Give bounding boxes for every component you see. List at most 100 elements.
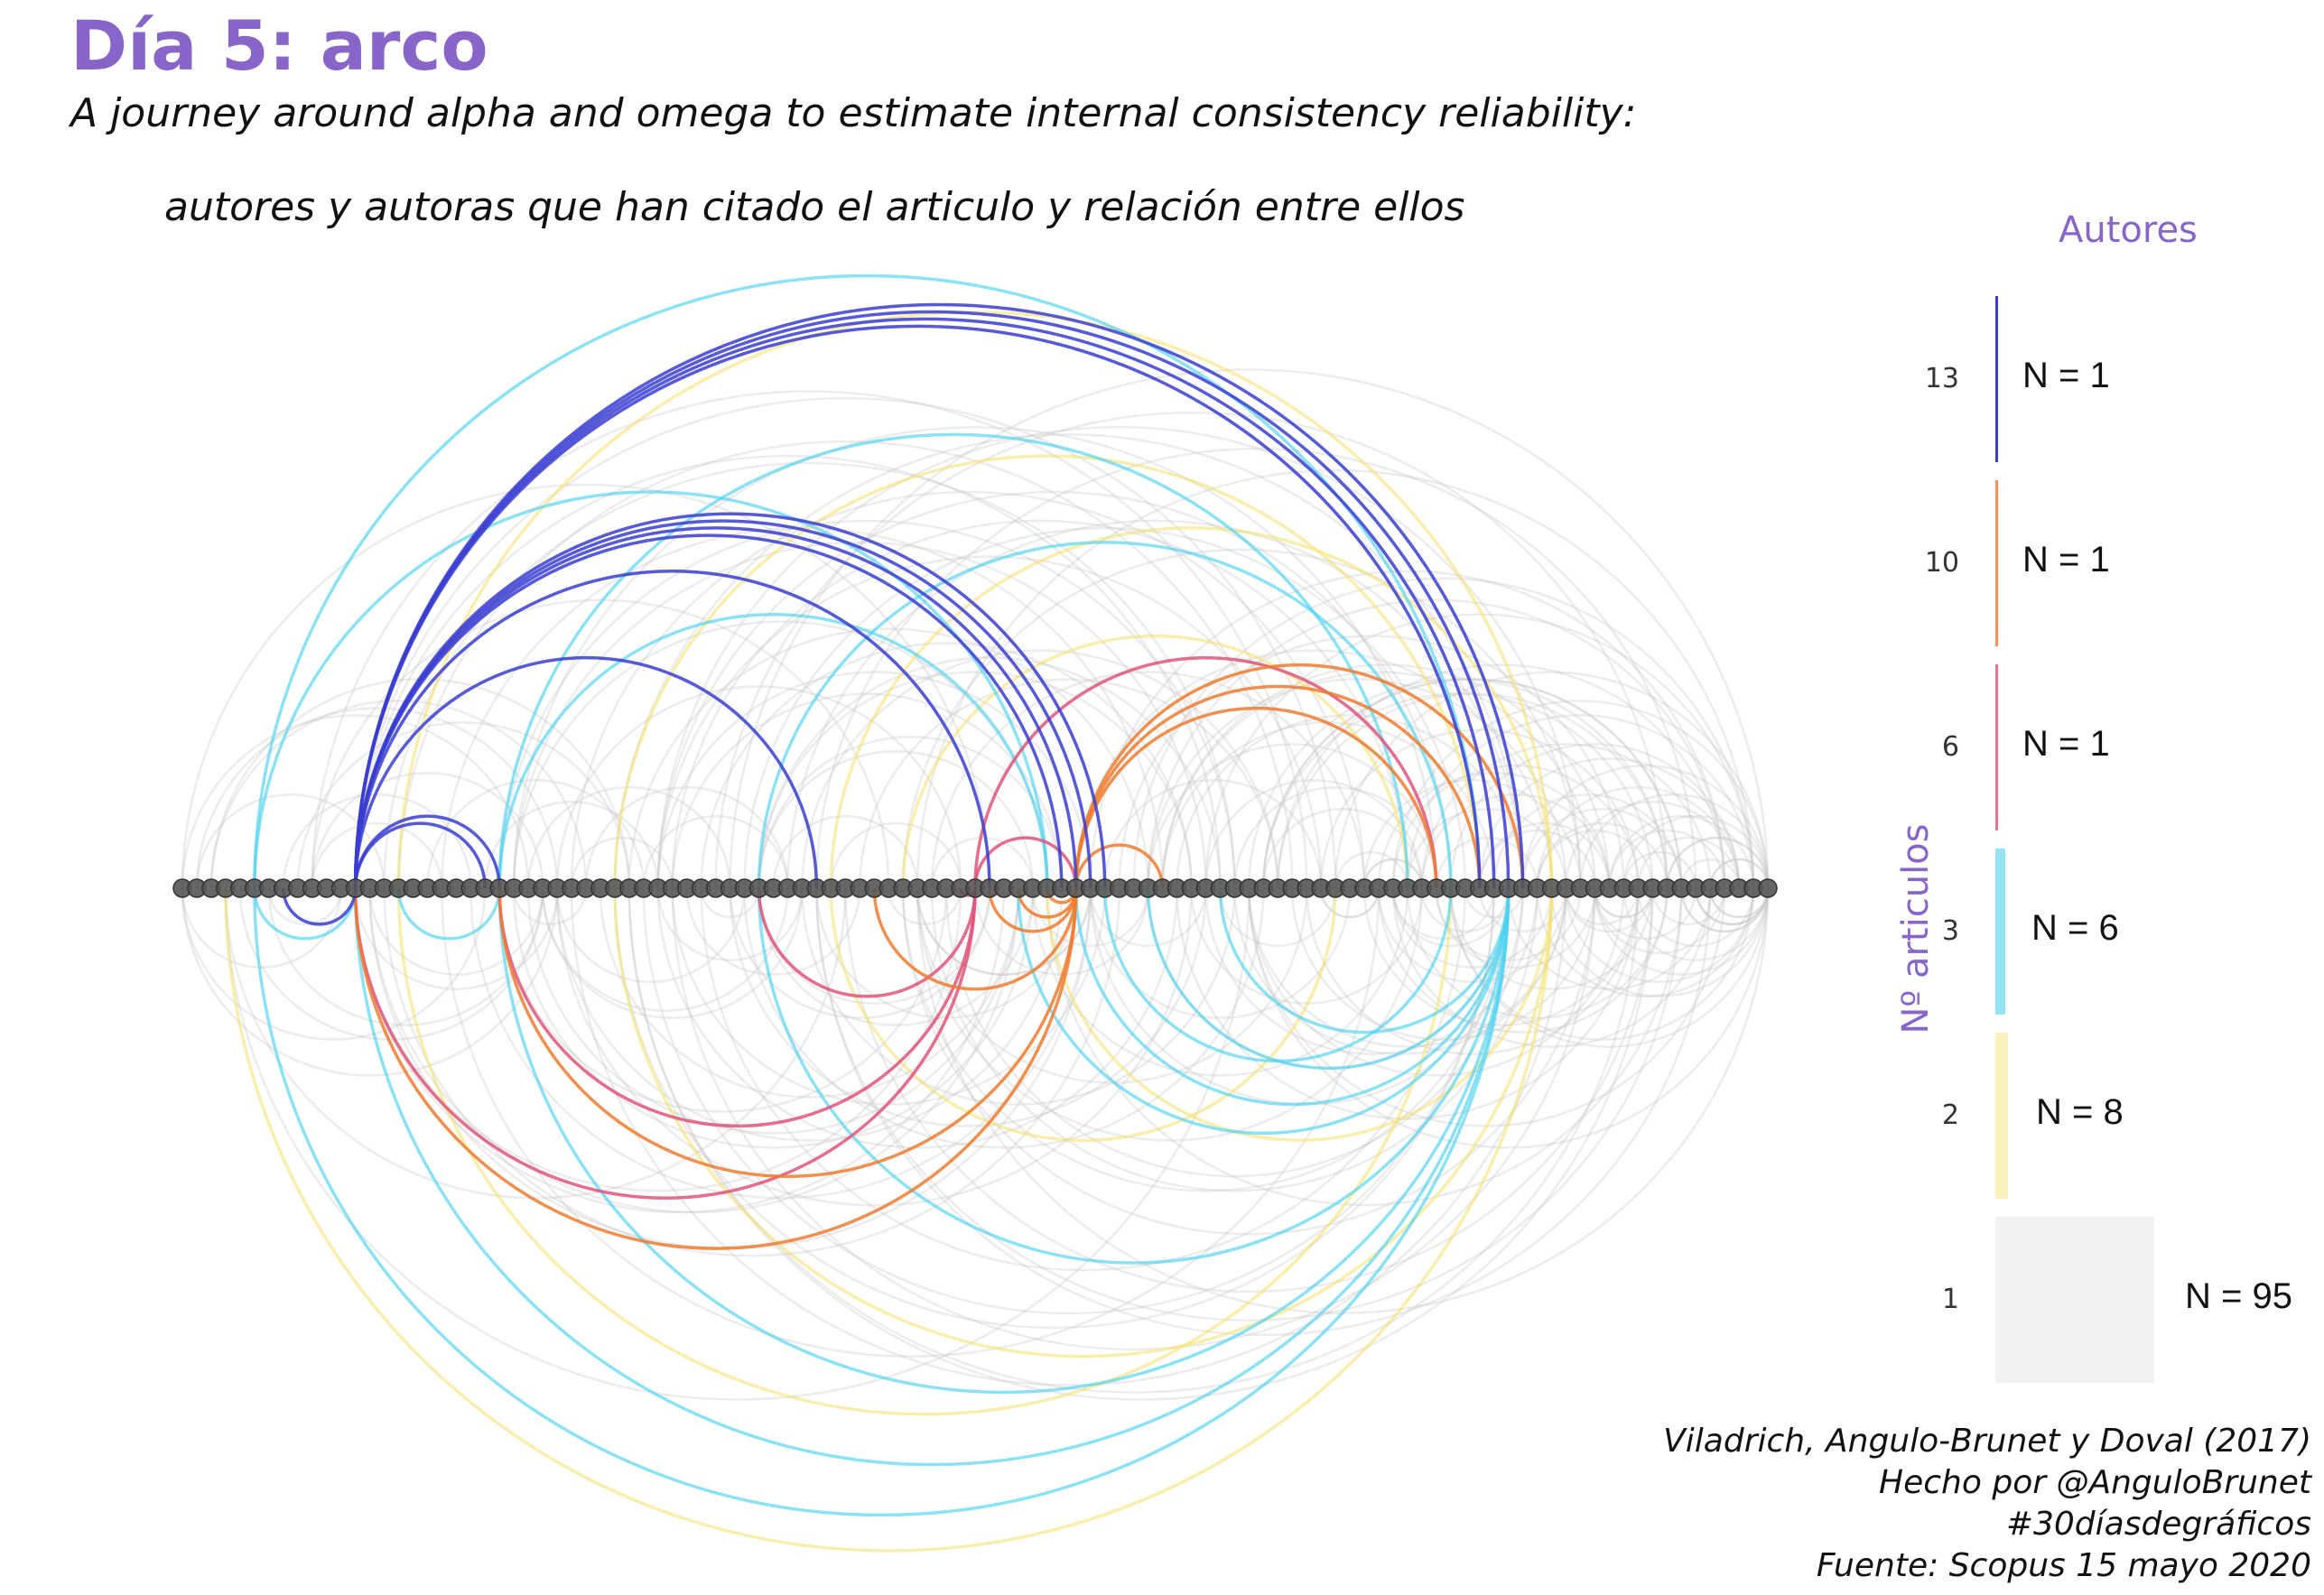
arc-link-1-article bbox=[1594, 887, 1697, 940]
arc-link-1-article bbox=[671, 692, 1064, 889]
arc-link-3-articles bbox=[253, 274, 1482, 889]
arc-link-1-article bbox=[1089, 887, 1207, 948]
caption: Viladrich, Angulo-Brunet y Doval (2017) … bbox=[1663, 1421, 2311, 1587]
arc-link-1-article bbox=[1708, 858, 1770, 889]
arc-link-1-article bbox=[1362, 779, 1582, 889]
arc-link-1-article bbox=[1161, 664, 1611, 889]
arc-link-10-articles bbox=[1074, 706, 1438, 889]
arc-link-1-article bbox=[1377, 887, 1669, 1034]
arc-link-1-article bbox=[1262, 678, 1683, 889]
arc-link-1-article bbox=[1089, 887, 1352, 1018]
arc-link-1-article bbox=[526, 887, 1020, 1135]
arc-link-1-article bbox=[729, 887, 991, 1019]
arc-link-1-article bbox=[1579, 793, 1770, 889]
arc-link-1-article bbox=[1219, 887, 1337, 948]
arc-link-1-article bbox=[786, 519, 1524, 889]
arc-link-1-article bbox=[1262, 678, 1683, 889]
arc-link-1-article bbox=[1565, 801, 1741, 889]
arc-link-1-article bbox=[1521, 807, 1683, 889]
arc-link-1-article bbox=[1435, 887, 1582, 961]
arc-link-2-articles bbox=[613, 454, 1482, 889]
arc-link-1-article bbox=[642, 814, 789, 889]
caption-citation: Viladrich, Angulo-Brunet y Doval (2017) bbox=[1663, 1423, 2311, 1460]
subtitle-line-2: autores y autoras que han citado el arti… bbox=[164, 184, 1465, 230]
arc-link-1-article bbox=[1406, 714, 1755, 889]
legend-count-label: N = 8 bbox=[2036, 1092, 2124, 1132]
arc-link-1-article bbox=[1708, 887, 1770, 918]
arc-link-1-article bbox=[354, 887, 559, 990]
arc-link-1-article bbox=[1204, 887, 1538, 1054]
arc-link-1-article bbox=[1204, 613, 1755, 889]
arc-link-1-article bbox=[1708, 858, 1770, 889]
arc-link-1-article bbox=[859, 678, 1279, 889]
arc-link-1-article bbox=[1377, 772, 1611, 889]
arc-link-1-article bbox=[1694, 887, 1770, 926]
arc-link-1-article bbox=[224, 887, 1250, 1401]
arc-link-1-article bbox=[1204, 779, 1424, 889]
arc-link-1-article bbox=[1420, 743, 1712, 889]
arc-link-1-article bbox=[195, 793, 386, 889]
arc-link-1-article bbox=[1031, 887, 1409, 1077]
arc-link-2-articles bbox=[224, 887, 1554, 1553]
arc-link-1-article bbox=[195, 707, 559, 889]
arc-link-1-article bbox=[1478, 887, 1567, 932]
arc-link-1-article bbox=[1319, 728, 1640, 889]
arc-link-1-article bbox=[656, 555, 1323, 889]
arc-link-1-article bbox=[1492, 793, 1683, 889]
legend-swatch bbox=[1995, 1033, 2008, 1199]
legend-swatch bbox=[1995, 849, 2005, 1015]
arc-link-1-article bbox=[901, 548, 1582, 889]
arc-link-1-article bbox=[555, 887, 746, 983]
arc-link-2-articles bbox=[613, 887, 1554, 1359]
arc-link-1-article bbox=[1334, 850, 1409, 889]
legend-tick-label: 3 bbox=[1941, 915, 1959, 947]
legend-swatch bbox=[1995, 480, 1998, 646]
arc-link-1-article bbox=[729, 368, 1770, 889]
arc-link-1-article bbox=[238, 887, 544, 1041]
arc-link-1-article bbox=[181, 887, 487, 1041]
arc-link-1-article bbox=[1305, 887, 1640, 1055]
arc-link-1-article bbox=[758, 736, 1064, 889]
arc-link-1-article bbox=[296, 721, 631, 889]
arc-link-1-article bbox=[758, 656, 1222, 889]
arc-link-3-articles bbox=[1102, 887, 1453, 1063]
arc-link-10-articles bbox=[1074, 663, 1525, 889]
arc-link-1-article bbox=[1046, 887, 1683, 1207]
arc-link-6-articles bbox=[973, 836, 1078, 889]
arc-link-1-article bbox=[1391, 887, 1712, 1048]
arc-link-1-article bbox=[671, 887, 1596, 1351]
arc-link-1-article bbox=[1435, 837, 1538, 889]
arc-link-1-article bbox=[570, 490, 1366, 889]
arc-link-1-article bbox=[1464, 887, 1524, 919]
arc-link-1-article bbox=[1651, 887, 1726, 926]
arc-link-1-article bbox=[1406, 887, 1669, 1018]
arc-link-10-articles bbox=[353, 887, 1078, 1250]
arc-link-1-article bbox=[1666, 836, 1770, 889]
arc-link-1-article bbox=[469, 887, 1092, 1200]
arc-link-1-article bbox=[758, 751, 1035, 889]
arc-link-1-article bbox=[1565, 887, 1640, 926]
arc-link-1-article bbox=[1478, 829, 1596, 889]
arc-link-1-article bbox=[311, 772, 544, 889]
arc-link-13-articles bbox=[353, 655, 819, 889]
arc-link-1-article bbox=[1637, 837, 1741, 889]
arc-link-1-article bbox=[815, 448, 1697, 889]
author-node bbox=[1758, 878, 1778, 898]
arc-link-6-articles bbox=[757, 887, 977, 998]
arc-link-1-article bbox=[700, 887, 760, 919]
arc-link-1-article bbox=[656, 490, 1453, 889]
arc-link-1-article bbox=[1031, 887, 1149, 948]
arc-link-6-articles bbox=[497, 887, 977, 1128]
arc-link-10-articles bbox=[1074, 843, 1165, 889]
arc-link-1-article bbox=[555, 685, 962, 889]
arc-link-13-articles bbox=[353, 534, 1064, 889]
arc-link-1-article bbox=[729, 887, 1207, 1127]
legend-tick-label: 13 bbox=[1924, 363, 1959, 394]
arc-link-1-article bbox=[642, 887, 1495, 1315]
arc-link-10-articles bbox=[1017, 887, 1078, 919]
arc-link-1-article bbox=[1248, 887, 1625, 1076]
arc-link-1-article bbox=[311, 822, 443, 889]
arc-link-3-articles bbox=[1146, 887, 1511, 1071]
legend-swatch bbox=[1995, 1217, 2154, 1383]
arc-link-1-article bbox=[801, 649, 1279, 889]
